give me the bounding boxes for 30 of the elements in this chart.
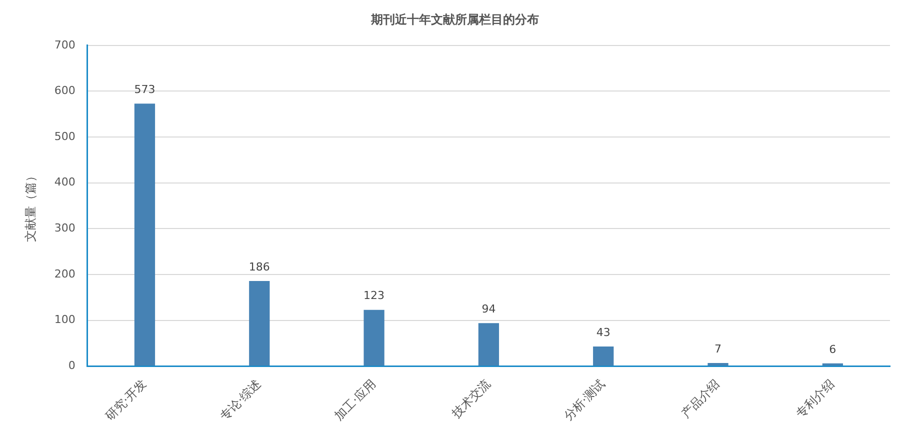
- data-label: 573: [134, 82, 156, 96]
- y-tick-label: 300: [54, 222, 76, 235]
- x-tick-label: 专利介绍: [793, 376, 837, 421]
- data-label: 43: [596, 326, 610, 339]
- y-tick-label: 500: [54, 130, 76, 143]
- data-label: 94: [482, 302, 496, 316]
- data-label: 186: [248, 260, 270, 274]
- bar: [364, 310, 384, 366]
- y-tick-label: 600: [54, 84, 76, 98]
- data-label: 6: [829, 342, 836, 356]
- x-tick-label: 产品介绍: [678, 376, 722, 421]
- y-tick-label: 400: [54, 176, 76, 189]
- chart-title: 期刊近十年文献所属栏目的分布: [370, 12, 539, 26]
- bar: [593, 346, 614, 366]
- bar: [249, 280, 270, 366]
- x-tick-label: 专论·综述: [217, 376, 264, 424]
- x-tick-label: 分析·测试: [561, 376, 608, 424]
- bar: [478, 323, 500, 366]
- y-axis-title: 文献量（篇）: [23, 170, 38, 242]
- x-tick-label: 研究·开发: [102, 376, 150, 424]
- data-label: 123: [364, 289, 385, 302]
- data-label: 7: [714, 342, 722, 356]
- bar: [134, 104, 156, 366]
- x-tick-label: 技术交流: [448, 376, 494, 422]
- bar: [708, 362, 728, 366]
- y-tick-label: 100: [54, 313, 76, 326]
- y-tick-label: 200: [54, 267, 76, 280]
- y-tick-label: 0: [68, 359, 76, 372]
- y-tick-label: 700: [54, 38, 76, 52]
- x-tick-label: 加工·应用: [332, 376, 378, 424]
